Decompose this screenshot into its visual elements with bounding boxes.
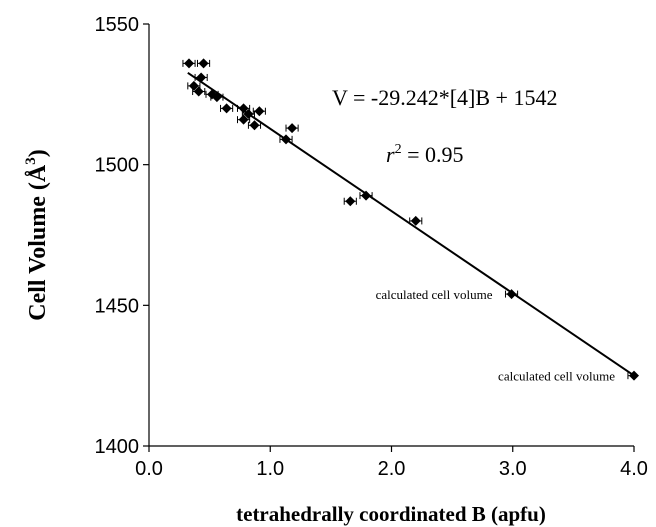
equation-label: V = -29.242*[4]B + 1542 [332, 85, 557, 110]
diamond-marker [221, 103, 232, 114]
data-point [409, 215, 423, 226]
diamond-marker [281, 134, 292, 145]
x-tick-label: 2.0 [378, 458, 406, 480]
y-axis-ticks: 1400 1450 1500 1550 [95, 14, 149, 458]
data-point [504, 289, 519, 300]
diamond-marker [238, 114, 249, 125]
x-tick-label: 1.0 [256, 458, 284, 480]
y-axis-title: Cell Volume (Å3) [23, 149, 51, 321]
r2-value: = 0.95 [402, 142, 464, 167]
data-point [197, 58, 211, 69]
x-tick-label: 3.0 [499, 458, 527, 480]
data-point [220, 103, 234, 114]
diamond-marker [506, 289, 517, 300]
diamond-marker [254, 106, 265, 117]
x-tick-label: 0.0 [135, 458, 163, 480]
diamond-marker [198, 58, 209, 69]
diamond-marker [238, 103, 249, 114]
data-point [187, 80, 201, 91]
diamond-marker [361, 190, 372, 201]
y-tick-label: 1550 [95, 14, 140, 36]
diamond-marker [211, 92, 222, 103]
diamond-marker [188, 80, 199, 91]
x-tick-label: 4.0 [620, 458, 648, 480]
data-point [237, 114, 251, 125]
diamond-marker [629, 370, 639, 381]
data-points [182, 58, 639, 381]
data-point [182, 58, 196, 69]
diamond-marker [243, 109, 254, 120]
y-axis-title-main: Cell Volume (Å [25, 164, 51, 321]
y-tick-label: 1500 [95, 155, 140, 177]
r2-superscript: 2 [395, 142, 402, 157]
diamond-marker [410, 215, 421, 226]
data-point [279, 134, 293, 145]
diamond-marker [193, 86, 204, 97]
data-point [192, 86, 206, 97]
data-point [359, 190, 373, 201]
data-point [252, 106, 266, 117]
x-axis-ticks: 0.0 1.0 2.0 3.0 4.0 [135, 446, 648, 480]
y-axis-title-close: ) [25, 149, 51, 157]
diamond-marker [287, 123, 298, 134]
point-annotation: calculated cell volume [498, 369, 615, 384]
point-annotation: calculated cell volume [376, 287, 493, 302]
diamond-marker [345, 196, 356, 207]
diamond-marker [196, 72, 207, 83]
data-point [241, 109, 255, 120]
y-axis-title-superscript: 3 [23, 157, 39, 165]
r2-variable: r [386, 142, 395, 167]
r2-label: r2 = 0.95 [386, 142, 463, 167]
point-labels: calculated cell volume calculated cell vo… [376, 287, 616, 384]
data-point [210, 92, 224, 103]
data-point [343, 196, 357, 207]
regression-line [187, 72, 635, 377]
x-axis-title: tetrahedrally coordinated B (apfu) [236, 502, 546, 526]
diamond-marker [184, 58, 195, 69]
data-point [247, 120, 262, 131]
data-point [194, 72, 208, 83]
data-point [627, 370, 639, 381]
data-point [285, 123, 299, 134]
y-tick-label: 1450 [95, 295, 140, 317]
diamond-marker [249, 120, 260, 131]
y-tick-label: 1400 [95, 436, 140, 458]
